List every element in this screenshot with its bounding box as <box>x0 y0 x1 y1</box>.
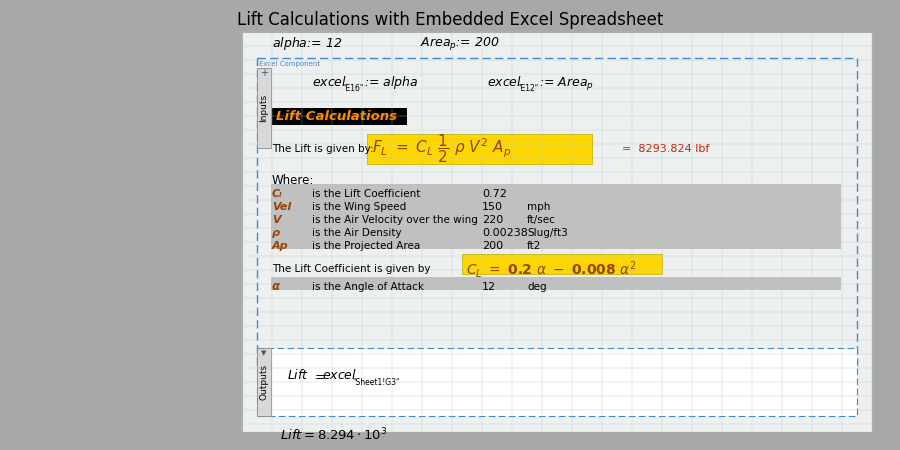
Text: ft/sec: ft/sec <box>527 215 556 225</box>
Text: The Lift is given by:: The Lift is given by: <box>272 144 374 154</box>
Text: mph: mph <box>527 202 551 212</box>
Text: $\mathit{C_L}\ =\ \mathbf{0.2}\ \alpha\ -\ \mathbf{0.008}\ \alpha^2$: $\mathit{C_L}\ =\ \mathbf{0.2}\ \alpha\ … <box>466 258 636 279</box>
Text: V: V <box>272 215 281 225</box>
Bar <box>367 134 592 164</box>
Text: 0.00238: 0.00238 <box>482 228 528 238</box>
Text: is the Projected Area: is the Projected Area <box>312 241 420 251</box>
Bar <box>271 236 841 249</box>
Bar <box>257 348 271 416</box>
Text: 12: 12 <box>482 282 496 292</box>
Text: $=$: $=$ <box>312 369 326 382</box>
Bar <box>257 58 857 368</box>
Text: Lift Calculations with Embedded Excel Spreadsheet: Lift Calculations with Embedded Excel Sp… <box>237 11 663 29</box>
Text: 220: 220 <box>482 215 503 225</box>
Text: Outputs: Outputs <box>259 364 268 400</box>
Bar <box>271 184 841 197</box>
Text: Vel: Vel <box>272 202 292 212</box>
Text: 200: 200 <box>482 241 503 251</box>
Text: $\mathit{excel}$: $\mathit{excel}$ <box>487 75 522 89</box>
Text: Excel Component: Excel Component <box>259 61 320 67</box>
Text: $\mathit{excel}$: $\mathit{excel}$ <box>322 368 357 382</box>
Text: =  8293.824 lbf: = 8293.824 lbf <box>622 144 709 154</box>
Text: "E12": "E12" <box>517 84 538 93</box>
Text: is the Air Velocity over the wing: is the Air Velocity over the wing <box>312 215 478 225</box>
Text: ▼: ▼ <box>261 350 266 356</box>
Text: $\mathit{F}_L\ =\ C_L\ \dfrac{1}{2}\ \rho\ V^2\ A_p$: $\mathit{F}_L\ =\ C_L\ \dfrac{1}{2}\ \rh… <box>372 133 511 166</box>
Text: is the Angle of Attack: is the Angle of Attack <box>312 282 424 292</box>
Text: deg: deg <box>527 282 546 292</box>
Text: ρ: ρ <box>272 228 280 238</box>
Text: := $\mathit{Area}_p$: := $\mathit{Area}_p$ <box>539 75 594 92</box>
Text: Slug/ft3: Slug/ft3 <box>527 228 568 238</box>
Text: α: α <box>272 280 280 293</box>
Text: $\mathit{excel}$: $\mathit{excel}$ <box>312 75 347 89</box>
Text: is the Lift Coefficient: is the Lift Coefficient <box>312 189 420 199</box>
Bar <box>271 197 841 210</box>
Text: Cₗ: Cₗ <box>272 189 283 199</box>
Bar <box>272 108 407 125</box>
Text: "E16": "E16" <box>342 84 364 93</box>
Text: is the Wing Speed: is the Wing Speed <box>312 202 406 212</box>
Text: Where:: Where: <box>272 174 314 186</box>
Text: 0.72: 0.72 <box>482 189 507 199</box>
Text: Inputs: Inputs <box>259 94 268 122</box>
Text: 150: 150 <box>482 202 503 212</box>
Text: := $\mathit{alpha}$: := $\mathit{alpha}$ <box>364 74 418 91</box>
Text: +: + <box>260 68 268 78</box>
Text: ft2: ft2 <box>527 241 542 251</box>
Bar <box>257 68 271 148</box>
Text: $\mathit{Lift} = 8.294 \cdot 10^3$: $\mathit{Lift} = 8.294 \cdot 10^3$ <box>280 427 388 443</box>
Text: $\mathit{Area}_p$:= 200: $\mathit{Area}_p$:= 200 <box>420 36 500 53</box>
Bar <box>242 32 872 432</box>
Text: $\mathit{alpha}$:= 12: $\mathit{alpha}$:= 12 <box>272 36 342 53</box>
Bar <box>271 223 841 236</box>
Bar <box>257 348 857 416</box>
Text: Ap: Ap <box>272 241 289 251</box>
Bar <box>462 254 662 274</box>
Text: $\mathit{Lift}$: $\mathit{Lift}$ <box>287 368 309 382</box>
Bar <box>271 210 841 223</box>
Bar <box>271 277 841 290</box>
Text: The Lift Coefficient is given by: The Lift Coefficient is given by <box>272 264 430 274</box>
Text: "Sheet1!G3": "Sheet1!G3" <box>352 378 400 387</box>
Text: Lift Calculations: Lift Calculations <box>276 110 397 123</box>
Text: is the Air Density: is the Air Density <box>312 228 401 238</box>
